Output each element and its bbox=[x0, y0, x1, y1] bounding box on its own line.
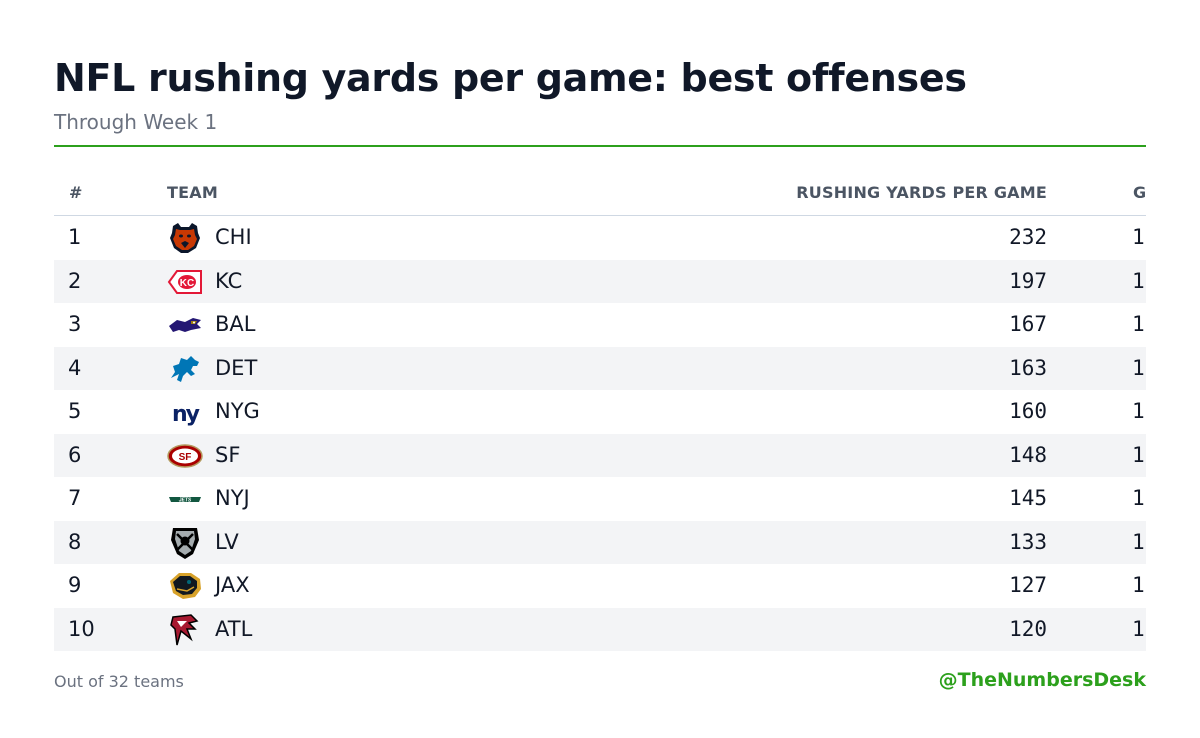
column-header-rank: # bbox=[69, 183, 83, 202]
games-cell: 1 bbox=[1132, 442, 1145, 467]
games-cell: 1 bbox=[1132, 616, 1145, 641]
team-cell: NYG bbox=[215, 399, 260, 423]
rank-cell: 3 bbox=[68, 312, 82, 336]
table-row: 2 KC KC 197 1 bbox=[54, 259, 1146, 303]
table-row: 8 LV 133 1 bbox=[54, 520, 1146, 564]
page-subtitle: Through Week 1 bbox=[54, 110, 218, 134]
kansas-city-chiefs-logo: KC bbox=[167, 265, 203, 299]
team-cell: JAX bbox=[215, 573, 250, 597]
credit-handle[interactable]: @TheNumbersDesk bbox=[938, 669, 1146, 691]
team-cell: ATL bbox=[215, 616, 253, 641]
table-row: 6 SF SF 148 1 bbox=[54, 433, 1146, 477]
rushing-yards-cell: 167 bbox=[1009, 312, 1047, 336]
team-cell: CHI bbox=[215, 225, 252, 249]
rank-cell: 2 bbox=[68, 268, 82, 293]
rushing-yards-cell: 133 bbox=[1009, 529, 1047, 554]
team-cell: DET bbox=[215, 355, 258, 380]
rushing-yards-cell: 160 bbox=[1009, 399, 1047, 423]
team-cell: LV bbox=[215, 529, 239, 554]
team-cell: SF bbox=[215, 442, 241, 467]
table-row: 7 JETS NYJ 145 1 bbox=[54, 477, 1146, 521]
table-row: 5 ny NYG 160 1 bbox=[54, 390, 1146, 434]
atlanta-falcons-logo bbox=[167, 613, 203, 647]
new-york-giants-logo: ny bbox=[167, 395, 203, 429]
detroit-lions-logo bbox=[167, 352, 203, 386]
rushing-yards-cell: 145 bbox=[1009, 486, 1047, 510]
team-cell: KC bbox=[215, 268, 243, 293]
column-header-games: G bbox=[1133, 183, 1146, 202]
svg-text:KC: KC bbox=[180, 278, 194, 289]
rushing-yards-cell: 163 bbox=[1009, 355, 1047, 380]
rushing-yards-cell: 127 bbox=[1009, 573, 1047, 597]
rank-cell: 5 bbox=[68, 399, 82, 423]
jacksonville-jaguars-logo bbox=[167, 569, 203, 603]
table-row: 9 JAX 127 1 bbox=[54, 564, 1146, 608]
rank-cell: 1 bbox=[68, 225, 82, 249]
column-header-team: TEAM bbox=[167, 183, 218, 202]
games-cell: 1 bbox=[1132, 529, 1145, 554]
team-cell: NYJ bbox=[215, 486, 250, 510]
table-row: 3 BAL 167 1 bbox=[54, 303, 1146, 347]
games-cell: 1 bbox=[1132, 225, 1145, 249]
team-cell: BAL bbox=[215, 312, 256, 336]
svg-text:SF: SF bbox=[179, 452, 192, 463]
rushing-yards-cell: 197 bbox=[1009, 268, 1047, 293]
rushing-yards-cell: 120 bbox=[1009, 616, 1047, 641]
column-header-rushing-yards: RUSHING YARDS PER GAME bbox=[796, 183, 1047, 202]
games-cell: 1 bbox=[1132, 355, 1145, 380]
rushing-yards-cell: 148 bbox=[1009, 442, 1047, 467]
table-row: 10 ATL 120 1 bbox=[54, 607, 1146, 651]
table-row: 4 DET 163 1 bbox=[54, 346, 1146, 390]
svg-text:ny: ny bbox=[172, 402, 200, 427]
las-vegas-raiders-logo bbox=[167, 526, 203, 560]
rank-cell: 6 bbox=[68, 442, 82, 467]
table-body: 1 CHI 232 1 2 KC KC 197 1 3 BAL 167 1 4 DET 163 1 5 ny NYG 1… bbox=[54, 216, 1146, 651]
chicago-bears-logo bbox=[167, 221, 203, 255]
table-row: 1 CHI 232 1 bbox=[54, 216, 1146, 260]
games-cell: 1 bbox=[1132, 312, 1145, 336]
rank-cell: 8 bbox=[68, 529, 82, 554]
baltimore-ravens-logo bbox=[167, 308, 203, 342]
svg-text:JETS: JETS bbox=[179, 498, 192, 504]
table-header: # TEAM RUSHING YARDS PER GAME G bbox=[54, 170, 1146, 216]
rank-cell: 7 bbox=[68, 486, 82, 510]
footnote: Out of 32 teams bbox=[54, 672, 184, 691]
page-title: NFL rushing yards per game: best offense… bbox=[54, 56, 967, 100]
games-cell: 1 bbox=[1132, 268, 1145, 293]
rankings-table: # TEAM RUSHING YARDS PER GAME G 1 CHI 232 1… bbox=[54, 170, 1146, 651]
title-divider bbox=[54, 145, 1146, 147]
san-francisco-49ers-logo: SF bbox=[167, 439, 203, 473]
rank-cell: 4 bbox=[68, 355, 82, 380]
games-cell: 1 bbox=[1132, 399, 1145, 423]
new-york-jets-logo: JETS bbox=[167, 482, 203, 516]
games-cell: 1 bbox=[1132, 486, 1145, 510]
games-cell: 1 bbox=[1132, 573, 1145, 597]
rushing-yards-cell: 232 bbox=[1009, 225, 1047, 249]
rank-cell: 9 bbox=[68, 573, 82, 597]
rank-cell: 10 bbox=[68, 616, 95, 641]
